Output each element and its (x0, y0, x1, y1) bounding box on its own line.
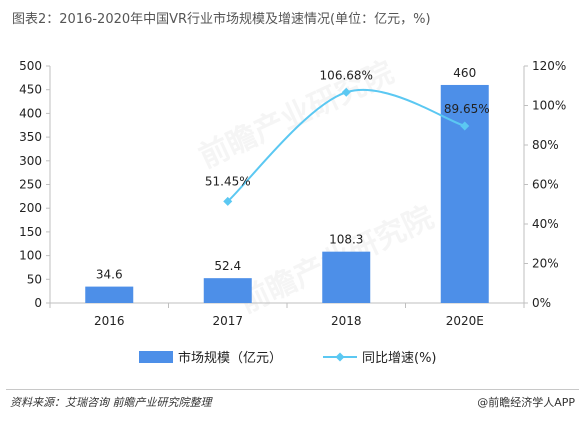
bar-value-label: 34.6 (96, 268, 123, 282)
chart-title: 图表2：2016-2020年中国VR行业市场规模及增速情况(单位：亿元，%) (12, 12, 431, 27)
growth-point (460, 121, 470, 131)
growth-line (227, 89, 466, 203)
left-tick-label: 0 (34, 296, 42, 310)
left-tick-label: 150 (19, 225, 42, 239)
right-tick-label: 60% (532, 178, 559, 192)
growth-value-label: 89.65% (444, 102, 490, 116)
left-tick-label: 200 (19, 201, 42, 215)
axes-group: 0 50 100 150 200 250 300 350 400 450 500 0% 20% 40% 60… (19, 59, 566, 328)
bar (203, 278, 252, 303)
right-tick-label: 80% (532, 138, 559, 152)
growth-value-label: 51.45% (205, 174, 251, 188)
right-tick-label: 120% (532, 59, 566, 73)
right-tick-label: 100% (532, 99, 566, 113)
bar-value-label: 52.4 (214, 259, 241, 273)
x-tick-label: 2018 (331, 314, 362, 328)
growth-value-label: 106.68% (320, 68, 373, 82)
line-group (223, 87, 470, 206)
left-tick-label: 50 (27, 272, 42, 286)
bar-value-label: 460 (453, 66, 476, 80)
legend-line-marker (335, 352, 345, 362)
right-tick-label: 20% (532, 257, 559, 271)
left-tick-label: 400 (19, 106, 42, 120)
legend-bar-swatch (139, 351, 173, 363)
legend-line-label: 同比增速(%) (362, 351, 437, 366)
footer-divider (6, 389, 579, 390)
source-note: 资料来源：艾瑞咨询 前瞻产业研究院整理 (10, 396, 212, 409)
right-tick-label: 40% (532, 217, 559, 231)
growth-point (341, 87, 351, 97)
right-tick-label: 0% (532, 296, 551, 310)
bar (440, 84, 489, 304)
brand-note: @前瞻经济学人APP (477, 396, 575, 409)
left-tick-label: 350 (19, 130, 42, 144)
left-tick-label: 100 (19, 249, 42, 263)
labels-group: 34.6 52.4 108.3 460 51.45% 106.68% 89.65% (96, 66, 490, 282)
growth-point (223, 196, 233, 206)
bar (322, 251, 371, 303)
left-tick-label: 300 (19, 154, 42, 168)
x-tick-label: 2016 (94, 314, 125, 328)
left-tick-label: 250 (19, 178, 42, 192)
left-tick-label: 450 (19, 83, 42, 97)
x-tick-label: 2017 (212, 314, 243, 328)
bar-value-label: 108.3 (329, 233, 363, 247)
x-tick-label: 2020E (446, 314, 484, 328)
bar (85, 286, 134, 303)
bars-group (85, 84, 489, 304)
left-tick-label: 500 (19, 59, 42, 73)
legend-bar-label: 市场规模（亿元） (178, 350, 282, 366)
legend-group: 市场规模（亿元） 同比增速(%) (139, 350, 437, 366)
